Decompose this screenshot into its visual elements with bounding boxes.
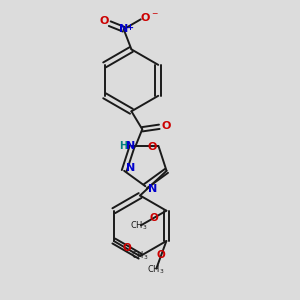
Text: +: +: [126, 23, 133, 32]
Text: O: O: [157, 250, 166, 260]
Text: O$^-$: O$^-$: [140, 11, 159, 23]
Text: N: N: [148, 184, 157, 194]
Text: N: N: [126, 141, 135, 151]
Text: CH$_3$: CH$_3$: [147, 263, 165, 276]
Text: N: N: [119, 24, 128, 34]
Text: N: N: [126, 163, 136, 173]
Text: O: O: [122, 244, 131, 254]
Text: CH$_3$: CH$_3$: [130, 220, 147, 232]
Text: O: O: [148, 142, 157, 152]
Text: O: O: [149, 213, 158, 223]
Text: CH$_3$: CH$_3$: [131, 250, 149, 262]
Text: H: H: [119, 141, 127, 151]
Text: O: O: [161, 121, 171, 131]
Text: O: O: [100, 16, 109, 26]
